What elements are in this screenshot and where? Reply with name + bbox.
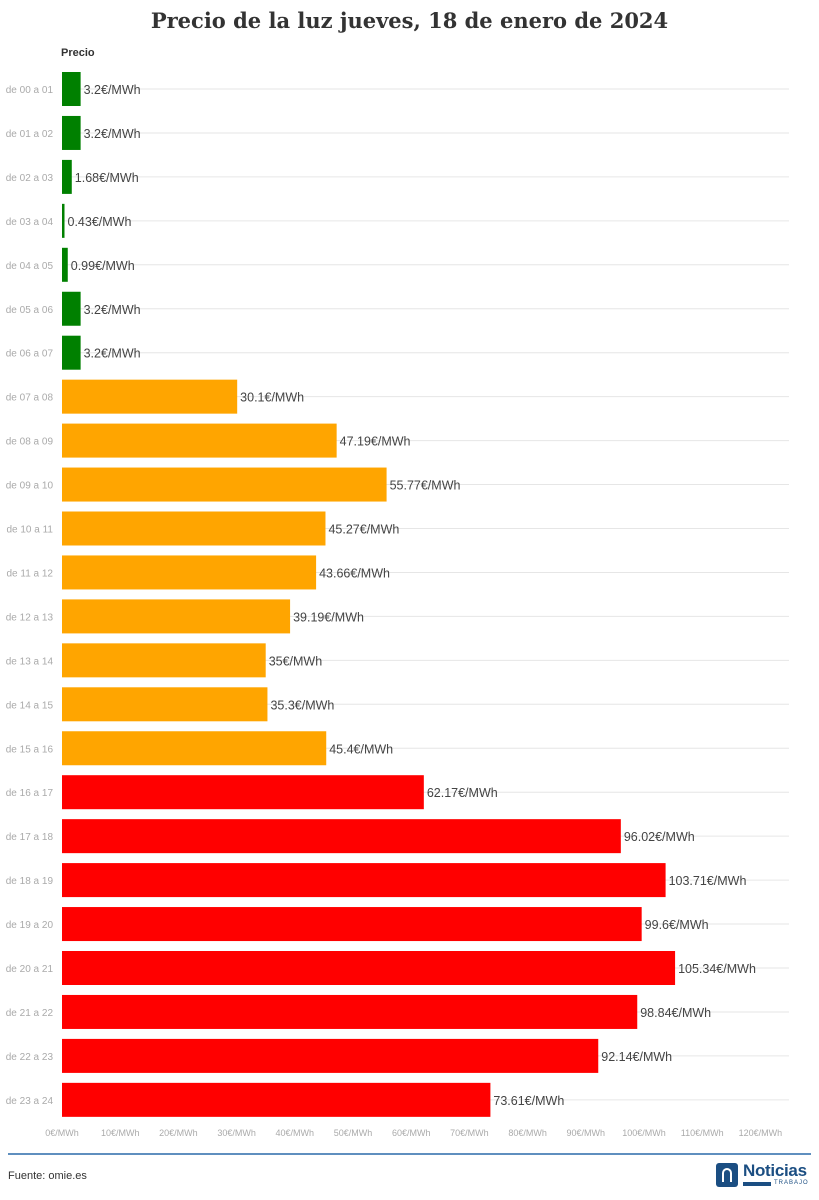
data-label: 45.27€/MWh (328, 523, 399, 537)
bar (62, 247, 68, 282)
bar (62, 994, 638, 1029)
bar (62, 863, 666, 898)
source-note: Fuente: omie.es (8, 1170, 87, 1182)
category-label: de 16 a 17 (6, 788, 54, 799)
logo-icon (716, 1163, 738, 1187)
x-tick-label: 70€/MWh (450, 1128, 489, 1138)
bar (62, 115, 81, 150)
category-label: de 23 a 24 (6, 1096, 54, 1107)
bar (62, 423, 337, 458)
bar (62, 72, 81, 106)
x-tick-label: 50€/MWh (334, 1128, 373, 1138)
data-label: 47.19€/MWh (340, 435, 411, 449)
bar (62, 599, 291, 634)
series-header: Precio (61, 47, 95, 59)
bar (62, 159, 72, 194)
category-label: de 08 a 09 (6, 437, 54, 448)
bar (62, 555, 317, 590)
bar (62, 819, 621, 854)
logo-bar (743, 1182, 771, 1186)
category-label: de 17 a 18 (6, 832, 54, 843)
category-label: de 20 a 21 (6, 964, 54, 975)
category-label: de 09 a 10 (6, 481, 54, 492)
x-tick-label: 90€/MWh (567, 1128, 606, 1138)
bar (62, 291, 81, 326)
category-label: de 15 a 16 (6, 744, 54, 755)
data-label: 43.66€/MWh (319, 566, 390, 580)
data-label: 45.4€/MWh (329, 742, 393, 756)
bar (62, 335, 81, 370)
bar (62, 907, 642, 942)
x-tick-label: 20€/MWh (159, 1128, 198, 1138)
x-tick-label: 30€/MWh (217, 1128, 256, 1138)
data-label: 55.77€/MWh (390, 479, 461, 493)
x-tick-label: 80€/MWh (508, 1128, 547, 1138)
bar (62, 643, 266, 678)
category-label: de 11 a 12 (6, 568, 53, 579)
category-label: de 00 a 01 (6, 85, 54, 96)
bar (62, 511, 326, 546)
chart-title: Precio de la luz jueves, 18 de enero de … (150, 8, 669, 33)
data-label: 98.84€/MWh (640, 1006, 711, 1020)
data-label: 1.68€/MWh (75, 171, 139, 185)
bar-chart: de 00 a 01 3.2€/MWh de 01 a 02 3.2€/MWh de 0… (6, 72, 789, 1138)
category-label: de 03 a 04 (6, 217, 54, 228)
bar (62, 951, 676, 985)
x-tick-label: 40€/MWh (276, 1128, 315, 1138)
x-tick-label: 0€/MWh (45, 1128, 79, 1138)
bar (62, 467, 387, 502)
data-label: 96.02€/MWh (624, 830, 695, 844)
data-label: 0.99€/MWh (71, 259, 135, 273)
bar (62, 1082, 491, 1117)
category-label: de 22 a 23 (6, 1052, 54, 1063)
data-label: 105.34€/MWh (678, 962, 756, 976)
category-label: de 07 a 08 (6, 393, 54, 404)
data-label: 35€/MWh (269, 654, 323, 668)
bar (62, 203, 65, 238)
x-tick-label: 100€/MWh (622, 1128, 666, 1138)
x-tick-label: 110€/MWh (681, 1128, 724, 1138)
footer-rule (8, 1153, 811, 1155)
data-label: 3.2€/MWh (84, 83, 141, 97)
data-label: 3.2€/MWh (84, 347, 141, 361)
logo-name: Noticias (743, 1161, 807, 1180)
logo-sub: TRABAJO (774, 1180, 809, 1186)
data-label: 103.71€/MWh (669, 874, 747, 888)
category-label: de 10 a 11 (6, 525, 53, 536)
data-label: 99.6€/MWh (645, 918, 709, 932)
x-tick-label: 10€/MWh (101, 1128, 140, 1138)
category-label: de 01 a 02 (6, 129, 54, 140)
noticias-trabajo-logo: Noticias TRABAJO (716, 1161, 811, 1189)
category-label: de 12 a 13 (6, 612, 54, 623)
bar (62, 775, 424, 810)
data-label: 0.43€/MWh (68, 215, 132, 229)
data-label: 39.19€/MWh (293, 610, 364, 624)
data-label: 35.3€/MWh (270, 698, 334, 712)
category-label: de 13 a 14 (6, 656, 54, 667)
bar (62, 687, 268, 722)
category-label: de 02 a 03 (6, 173, 54, 184)
bar (62, 379, 238, 414)
x-tick-label: 60€/MWh (392, 1128, 431, 1138)
category-label: de 05 a 06 (6, 305, 54, 316)
data-label: 73.61€/MWh (493, 1094, 564, 1108)
x-tick-label: 120€/MWh (739, 1128, 783, 1138)
category-label: de 21 a 22 (6, 1008, 54, 1019)
category-label: de 18 a 19 (6, 876, 54, 887)
category-label: de 19 a 20 (6, 920, 54, 931)
data-label: 62.17€/MWh (427, 786, 498, 800)
category-label: de 06 a 07 (6, 349, 54, 360)
data-label: 3.2€/MWh (84, 303, 141, 317)
data-label: 30.1€/MWh (240, 391, 304, 405)
bar (62, 1038, 599, 1073)
data-label: 3.2€/MWh (84, 127, 141, 141)
category-label: de 04 a 05 (6, 261, 54, 272)
bar (62, 731, 327, 766)
category-label: de 14 a 15 (6, 700, 54, 711)
data-label: 92.14€/MWh (601, 1050, 672, 1064)
